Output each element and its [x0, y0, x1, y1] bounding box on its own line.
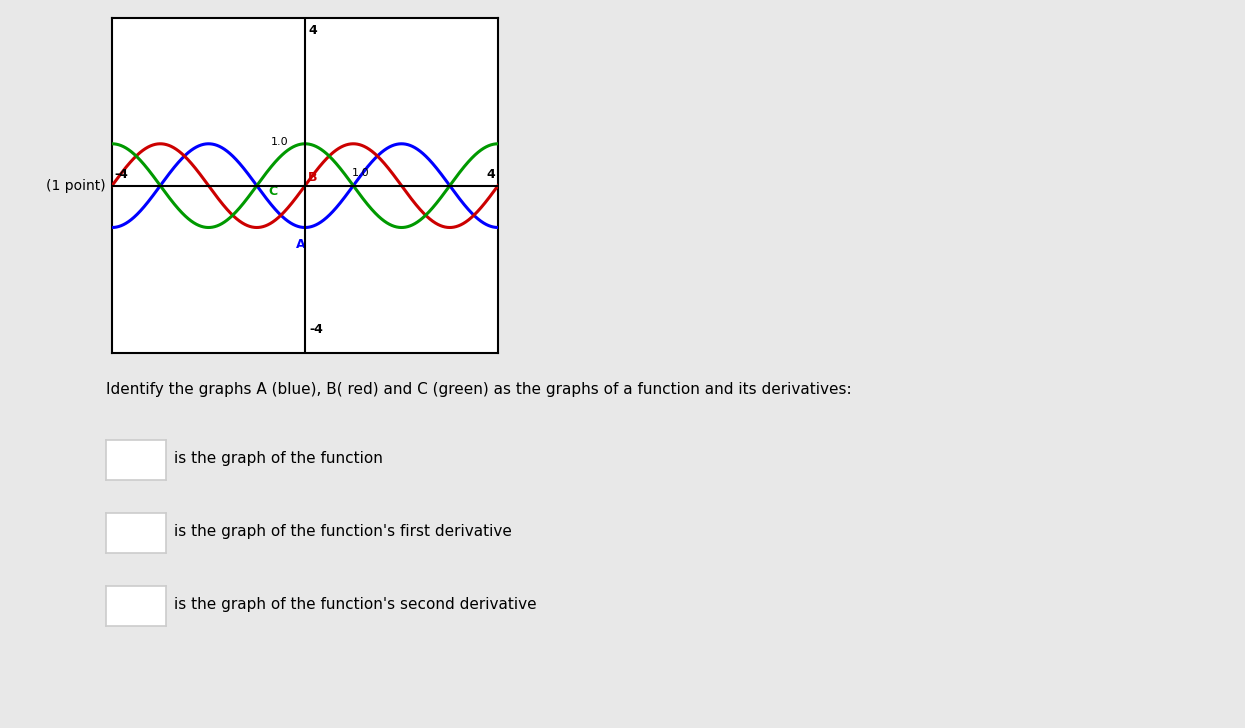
Text: B: B — [308, 170, 317, 183]
Text: A: A — [296, 238, 306, 251]
Text: is the graph of the function: is the graph of the function — [174, 451, 383, 466]
Text: is the graph of the function's second derivative: is the graph of the function's second de… — [174, 597, 537, 612]
Text: -4: -4 — [309, 323, 322, 336]
Text: is the graph of the function's first derivative: is the graph of the function's first der… — [174, 524, 512, 539]
Text: Identify the graphs A (blue), B( red) and C (green) as the graphs of a function : Identify the graphs A (blue), B( red) an… — [106, 382, 852, 397]
Text: C: C — [269, 185, 278, 198]
Text: 1.0: 1.0 — [270, 137, 288, 146]
Text: 1.0: 1.0 — [351, 168, 370, 178]
Text: 4: 4 — [486, 167, 494, 181]
Text: 4: 4 — [309, 25, 317, 37]
Text: -4: -4 — [115, 167, 128, 181]
Text: (1 point): (1 point) — [46, 178, 106, 193]
